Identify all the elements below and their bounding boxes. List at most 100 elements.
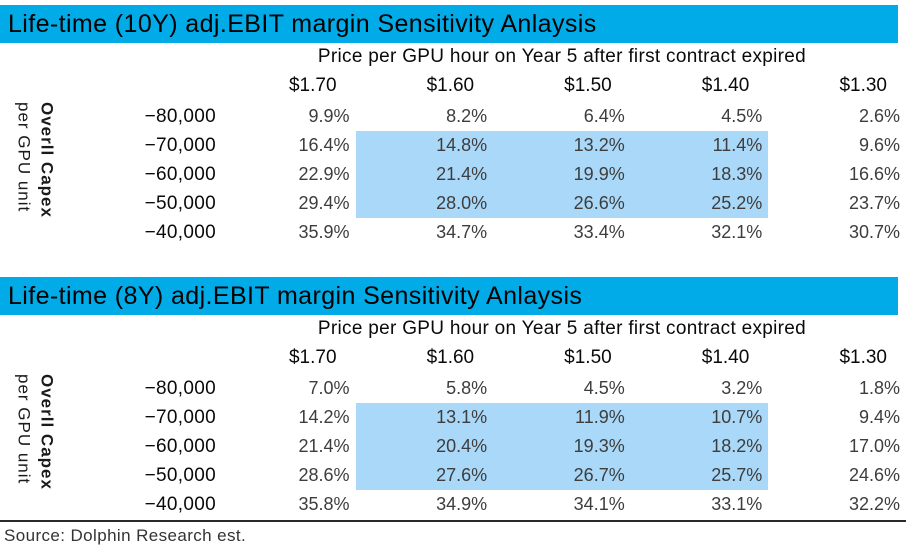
value-cell: 18.2% (630, 432, 769, 461)
value-cell: 3.2% (721, 378, 763, 398)
row-axis-main-label: Overll Capex (37, 374, 57, 490)
value-cell: 24.6% (848, 465, 900, 485)
price-column-header: $1.40 (701, 347, 750, 368)
value-cell: 28.0% (355, 189, 494, 218)
value-cell: 25.2% (630, 189, 769, 218)
table-title-8y: Life-time (8Y) adj.EBIT margin Sensitivi… (0, 277, 898, 315)
column-header-row: $1.70 $1.60 $1.50 $1.40 $1.30 (0, 342, 906, 374)
capex-row-label: −80,000 (144, 105, 216, 127)
capex-row-label: −60,000 (144, 163, 216, 185)
value-cell: 20.4% (355, 432, 494, 461)
value-cell: 1.8% (858, 378, 900, 398)
value-cell: 16.4% (298, 135, 350, 155)
value-cell: 4.5% (583, 378, 625, 398)
capex-row-label: −80,000 (144, 377, 216, 399)
value-cell: 13.1% (355, 403, 494, 432)
spacer-cell (0, 70, 218, 102)
value-cell: 16.6% (848, 164, 900, 184)
capex-row-label: −60,000 (144, 435, 216, 457)
value-cell: 21.4% (298, 436, 350, 456)
value-cell: 28.6% (298, 465, 350, 485)
value-cell: 2.6% (858, 106, 900, 126)
sensitivity-table-10y: Life-time (10Y) adj.EBIT margin Sensitiv… (0, 5, 906, 247)
value-cell: 34.7% (436, 222, 488, 242)
table-row: −40,000 35.8% 34.9% 34.1% 33.1% 32.2% (0, 490, 906, 519)
price-column-header: $1.50 (564, 347, 612, 368)
price-column-header: $1.70 (288, 75, 337, 96)
spacer-cell (0, 342, 218, 374)
value-cell: 9.6% (858, 135, 900, 155)
value-cell: 14.2% (298, 407, 350, 427)
value-cell: 30.7% (848, 222, 900, 242)
spacer-cell (0, 43, 218, 70)
value-cell: 34.9% (436, 494, 488, 514)
value-cell: 8.2% (446, 106, 488, 126)
value-cell: 19.3% (493, 432, 631, 461)
value-cell: 7.0% (308, 378, 350, 398)
row-axis-sublabel: per GPU unit (14, 374, 34, 485)
price-axis-label: Price per GPU hour on Year 5 after first… (317, 45, 807, 67)
table-row: per GPU unit Overll Capex −80,000 9.9% 8.2% 6… (0, 102, 906, 218)
value-cell: 34.1% (573, 494, 625, 514)
column-header-row: $1.70 $1.60 $1.50 $1.40 $1.30 (0, 70, 906, 102)
value-cell: 6.4% (583, 106, 625, 126)
value-cell: 22.9% (298, 164, 350, 184)
row-axis-main-label: Overll Capex (37, 102, 57, 218)
price-axis-row: Price per GPU hour on Year 5 after first… (0, 43, 906, 70)
sensitivity-grid-10y: Price per GPU hour on Year 5 after first… (0, 43, 906, 247)
value-cell: 19.9% (493, 160, 631, 189)
value-cell: 9.4% (858, 407, 900, 427)
value-cell: 13.2% (493, 131, 631, 160)
value-cell: 10.7% (630, 403, 769, 432)
value-cell: 5.8% (446, 378, 488, 398)
value-cell: 14.8% (355, 131, 494, 160)
value-cell: 27.6% (355, 461, 494, 490)
value-cell: 32.2% (848, 494, 900, 514)
table-title-10y: Life-time (10Y) adj.EBIT margin Sensitiv… (0, 5, 898, 43)
price-column-header: $1.60 (426, 75, 475, 96)
price-column-header: $1.30 (839, 347, 887, 368)
footer-divider (0, 520, 906, 522)
capex-row-label: −50,000 (144, 464, 216, 486)
price-column-header: $1.60 (426, 347, 475, 368)
price-column-header: $1.30 (839, 75, 887, 96)
price-axis-row: Price per GPU hour on Year 5 after first… (0, 315, 906, 342)
row-axis-sublabel: per GPU unit (14, 102, 34, 213)
capex-row-label: −40,000 (144, 221, 216, 243)
source-note: Source: Dolphin Research est. (4, 526, 247, 545)
value-cell: 26.7% (493, 461, 631, 490)
price-axis-label: Price per GPU hour on Year 5 after first… (317, 317, 807, 339)
value-cell: 33.1% (711, 494, 763, 514)
table-row: −70,000 14.2% 13.1% 11.9% 10.7% 9.4% (0, 403, 906, 432)
value-cell: 23.7% (848, 193, 900, 213)
row-axis-labels: per GPU unit Overll Capex (0, 102, 70, 247)
value-cell: 21.4% (355, 160, 494, 189)
value-cell: 17.0% (848, 436, 900, 456)
value-cell: 26.6% (493, 189, 631, 218)
table-row: −60,000 22.9% 21.4% 19.9% 18.3% 16.6% (0, 160, 906, 189)
value-cell: 11.9% (493, 403, 631, 432)
value-cell: 9.9% (308, 106, 350, 126)
capex-row-label: −40,000 (144, 493, 216, 515)
value-cell: 18.3% (630, 160, 769, 189)
row-axis-labels: per GPU unit Overll Capex (0, 374, 70, 519)
capex-row-label: −70,000 (144, 134, 216, 156)
value-cell: 4.5% (721, 106, 763, 126)
price-column-header: $1.50 (564, 75, 612, 96)
value-cell: 25.7% (630, 461, 769, 490)
value-cell: 35.8% (298, 494, 350, 514)
table-row: −40,000 35.9% 34.7% 33.4% 32.1% 30.7% (0, 218, 906, 247)
table-row: −70,000 16.4% 14.8% 13.2% 11.4% 9.6% (0, 131, 906, 160)
table-row: −60,000 21.4% 20.4% 19.3% 18.2% 17.0% (0, 432, 906, 461)
value-cell: 11.4% (630, 131, 769, 160)
value-cell: 35.9% (298, 222, 350, 242)
table-row: −50,000 29.4% 28.0% 26.6% 25.2% 23.7% (0, 189, 906, 218)
sensitivity-grid-8y: Price per GPU hour on Year 5 after first… (0, 315, 906, 519)
value-cell: 33.4% (573, 222, 625, 242)
capex-row-label: −50,000 (144, 192, 216, 214)
table-row: −50,000 28.6% 27.6% 26.7% 25.7% 24.6% (0, 461, 906, 490)
price-column-header: $1.40 (701, 75, 750, 96)
spacer-cell (0, 315, 218, 342)
value-cell: 32.1% (711, 222, 763, 242)
value-cell: 29.4% (298, 193, 350, 213)
